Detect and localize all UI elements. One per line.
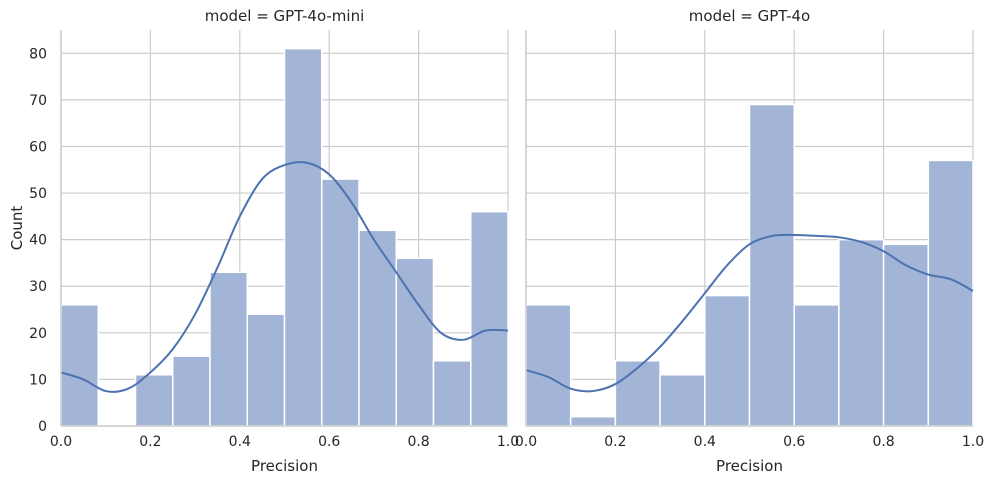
x-tick-label: 1.0 (962, 434, 984, 450)
histogram-bar (748, 103, 795, 427)
y-tick-label: 80 (29, 46, 47, 62)
panel-title: model = GPT-4o-mini (205, 7, 365, 25)
x-tick-label: 0.4 (694, 434, 716, 450)
kde-line (60, 161, 509, 393)
histogram-bar (134, 374, 174, 427)
histogram-bar (432, 360, 472, 427)
histogram-bar (470, 210, 509, 427)
histogram-bar (838, 238, 885, 427)
x-axis-label: Precision (716, 457, 783, 475)
histogram-bar (283, 47, 323, 427)
histogram-bar (395, 257, 435, 427)
x-tick-label: 0.0 (515, 434, 537, 450)
y-tick-label: 50 (29, 186, 47, 202)
histogram-bars (60, 47, 509, 427)
y-tick-label: 10 (29, 372, 47, 388)
histogram-bar (704, 294, 751, 427)
kde-line (525, 233, 974, 393)
y-tick-label: 40 (29, 233, 47, 249)
histogram-bar (569, 415, 617, 427)
y-tick-label: 0 (38, 419, 47, 435)
histogram-bar (209, 271, 249, 427)
histogram-bar (358, 229, 397, 427)
histogram-bar (246, 313, 286, 427)
panel-title: model = GPT-4o (689, 7, 810, 25)
histogram-bar (525, 304, 572, 427)
x-tick-label: 1.0 (497, 434, 519, 450)
y-tick-label: 60 (29, 139, 47, 155)
x-tick-label: 0.8 (872, 434, 894, 450)
panel-gpt-4o: 0.0 0.2 0.4 0.6 0.8 1.0 model = GPT-4o Precisio… (515, 7, 984, 475)
histogram-bar (793, 304, 840, 427)
x-tick-label: 0.2 (604, 434, 626, 450)
x-tick-label: 0.4 (229, 434, 251, 450)
histogram-bar (320, 178, 360, 427)
y-tick-label: 30 (29, 279, 47, 295)
x-tick-label: 0.8 (407, 434, 429, 450)
histogram-bar (614, 360, 661, 427)
x-tick-label: 0.2 (139, 434, 161, 450)
x-tick-label: 0.6 (783, 434, 805, 450)
histogram-bar (927, 159, 974, 427)
histogram-bar (659, 374, 706, 427)
y-axis-label: Count (8, 206, 26, 251)
y-tick-label: 70 (29, 93, 47, 109)
histogram-bars (525, 103, 974, 427)
x-tick-label: 0.6 (318, 434, 340, 450)
histogram-bar (60, 304, 99, 427)
x-axis-label: Precision (251, 457, 318, 475)
panel-gpt-4o-mini: 0.0 0.2 0.4 0.6 0.8 1.0 0 10 20 30 40 50 60 70 80 model… (8, 7, 519, 475)
y-tick-label: 20 (29, 326, 47, 342)
histogram-bar (172, 355, 211, 427)
x-tick-label: 0.0 (50, 434, 72, 450)
